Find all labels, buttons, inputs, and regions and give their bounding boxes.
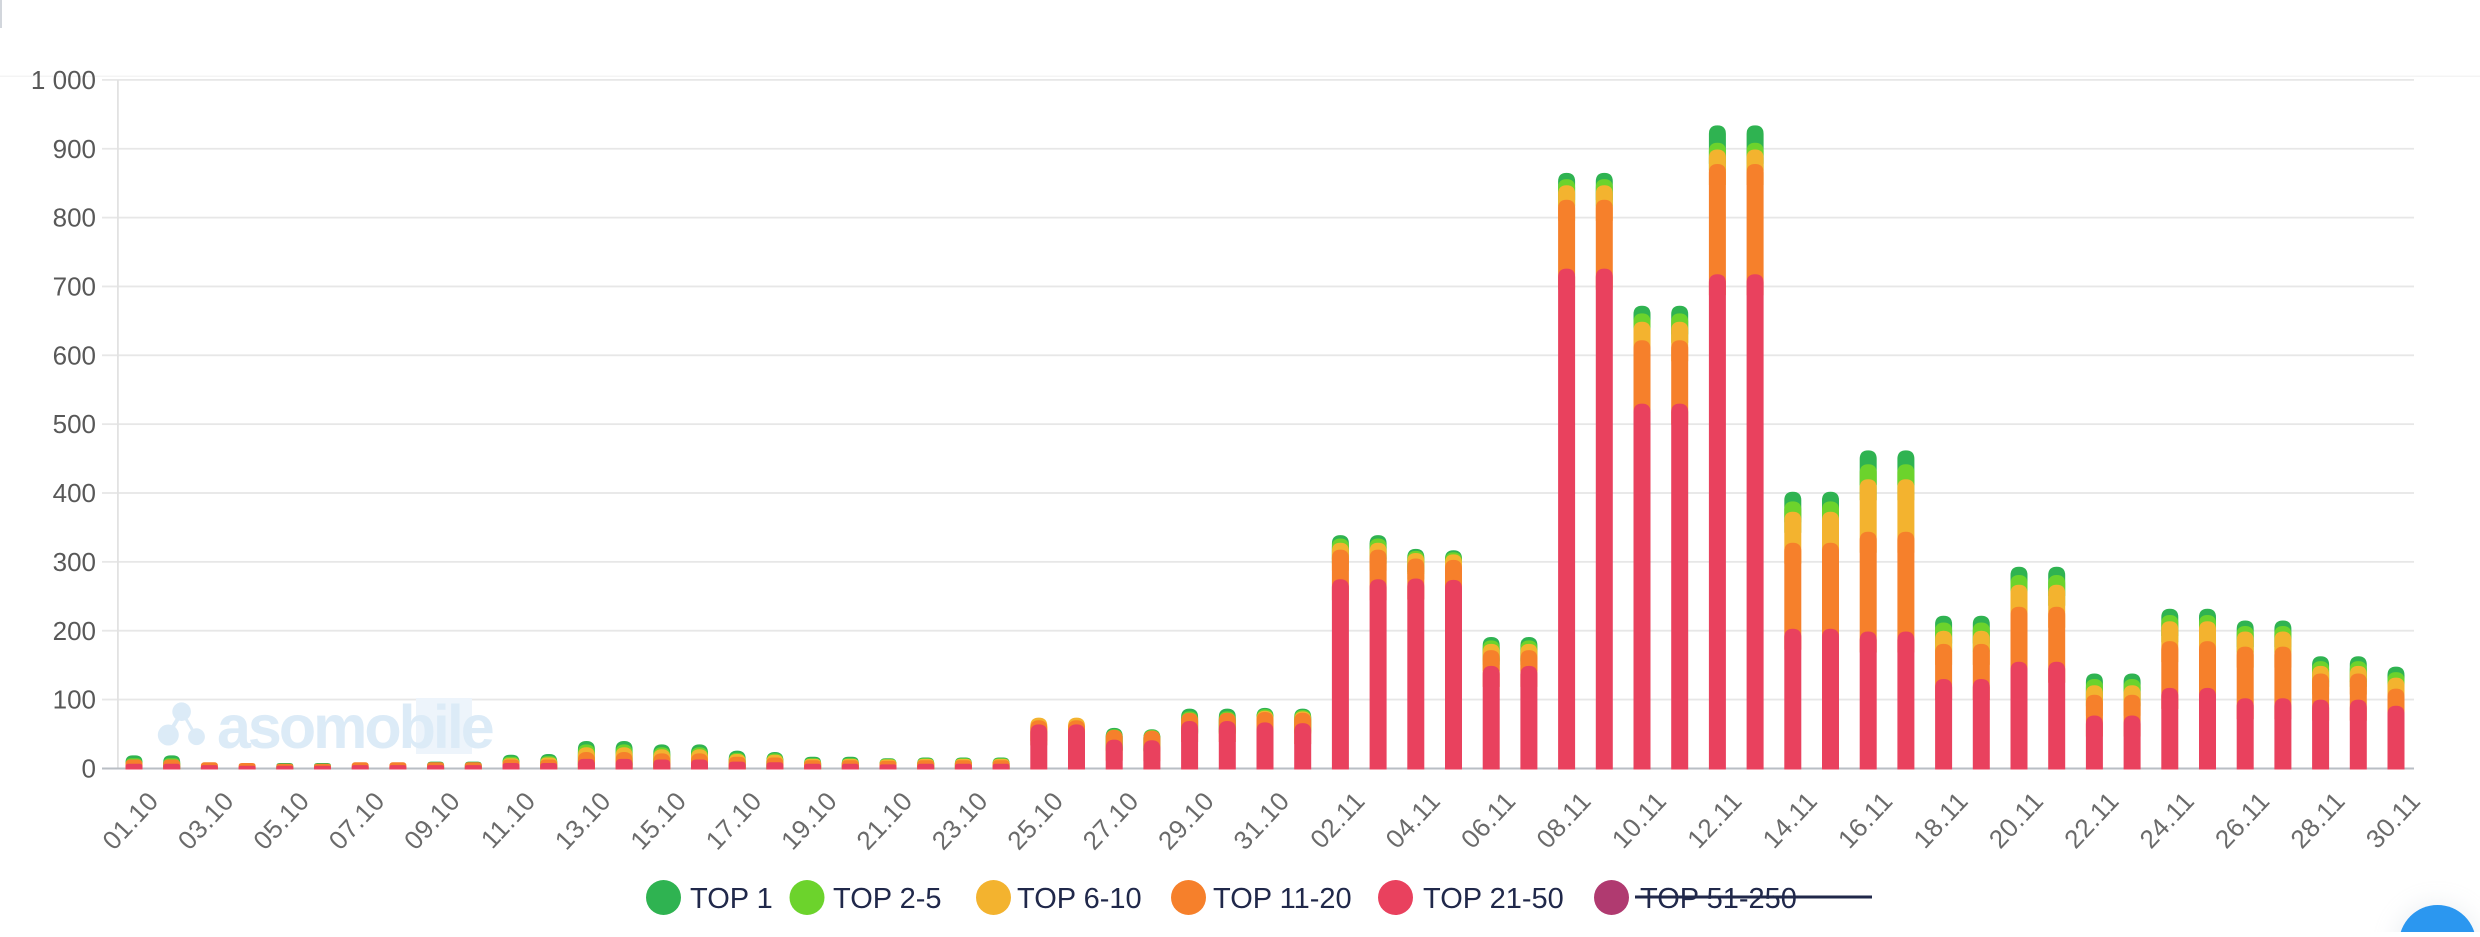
- svg-text:900: 900: [53, 134, 96, 164]
- svg-text:TOP 1: TOP 1: [690, 883, 773, 915]
- svg-text:TOP 2-5: TOP 2-5: [833, 883, 942, 915]
- svg-text:TOP 11-20: TOP 11-20: [1213, 883, 1352, 915]
- svg-text:TOP 21-50: TOP 21-50: [1423, 883, 1564, 915]
- svg-text:300: 300: [53, 547, 96, 577]
- svg-text:0: 0: [82, 754, 96, 784]
- svg-text:TOP 51-250: TOP 51-250: [1640, 883, 1797, 915]
- svg-text:700: 700: [53, 272, 96, 302]
- svg-text:TOP 6-10: TOP 6-10: [1017, 883, 1142, 915]
- svg-text:asomobile: asomobile: [217, 693, 493, 761]
- svg-text:400: 400: [53, 478, 96, 508]
- svg-text:500: 500: [53, 409, 96, 439]
- svg-text:100: 100: [53, 685, 96, 715]
- svg-text:600: 600: [53, 340, 96, 370]
- svg-text:200: 200: [53, 616, 96, 646]
- svg-text:1 000: 1 000: [31, 65, 96, 95]
- svg-text:800: 800: [53, 203, 96, 233]
